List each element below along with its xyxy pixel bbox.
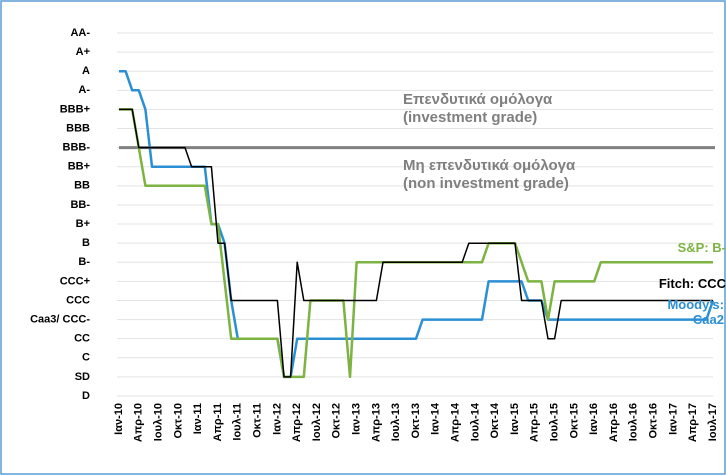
y-tick-label: BB+ — [68, 161, 90, 173]
x-tick-label: Οκτ-13 — [410, 403, 422, 439]
x-tick-label: Ιουλ-11 — [232, 403, 244, 441]
y-tick-label: BB- — [70, 199, 90, 211]
series-label: Moody's: Caa2 — [667, 297, 724, 327]
annotation: (investment grade) — [403, 109, 538, 126]
x-tick-label: Ιουλ-13 — [390, 403, 402, 441]
annotation: (non investment grade) — [403, 175, 569, 192]
y-tick-label: Caa3/ CCC- — [30, 313, 90, 325]
x-tick-label: Απρ-17 — [687, 403, 699, 442]
x-tick-label: Οκτ-10 — [172, 403, 184, 439]
x-tick-label: Απρ-12 — [291, 403, 303, 442]
x-tick-label: Ιαν-16 — [588, 403, 600, 435]
x-tick-label: Οκτ-12 — [331, 403, 343, 439]
y-tick-label: B — [82, 237, 90, 249]
x-tick-label: Απρ-11 — [212, 403, 224, 441]
x-tick-label: Ιουλ-15 — [549, 403, 561, 441]
x-tick-label: Απρ-14 — [450, 402, 462, 442]
x-tick-label: Ιαν-13 — [351, 403, 363, 435]
x-tick-label: Ιαν-17 — [667, 403, 679, 435]
y-tick-label: A- — [78, 84, 90, 96]
x-tick-label: Οκτ-14 — [489, 402, 501, 438]
x-tick-label: Ιουλ-14 — [469, 402, 481, 441]
y-tick-label: CCC — [66, 294, 90, 306]
y-tick-label: CC — [74, 333, 90, 345]
y-tick-label: A+ — [76, 46, 90, 58]
x-tick-label: Ιουλ-16 — [628, 403, 640, 441]
x-tick-label: Οκτ-11 — [252, 403, 264, 438]
x-tick-label: Ιουλ-17 — [707, 403, 719, 441]
x-tick-label: Απρ-13 — [370, 403, 382, 442]
y-tick-label: AA- — [70, 27, 90, 39]
annotation: Μη επενδυτικά ομόλογα — [403, 157, 576, 174]
y-tick-label: CCC+ — [60, 275, 90, 287]
x-tick-label: Ιαν-11 — [192, 403, 204, 434]
x-tick-label: Απρ-16 — [608, 403, 620, 442]
y-tick-label: BBB- — [63, 142, 91, 154]
y-tick-label: BBB — [66, 122, 90, 134]
series-label: Fitch: CCC — [658, 276, 726, 291]
series-label: S&P: B- — [677, 240, 726, 255]
y-tick-label: BBB+ — [60, 103, 90, 115]
x-tick-label: Οκτ-16 — [648, 403, 660, 439]
y-tick-label: BB — [74, 180, 90, 192]
x-tick-label: Ιαν-14 — [430, 402, 442, 435]
x-tick-label: Ιαν-12 — [271, 403, 283, 435]
x-tick-label: Απρ-10 — [133, 403, 145, 442]
y-tick-label: C — [82, 352, 90, 364]
annotation: Επενδυτικά ομόλογα — [403, 91, 553, 108]
x-tick-label: Απρ-15 — [529, 403, 541, 442]
x-tick-label: Οκτ-15 — [568, 403, 580, 439]
y-tick-label: A — [82, 65, 90, 77]
y-tick-label: B- — [78, 256, 90, 268]
x-tick-label: Ιουλ-10 — [153, 403, 165, 441]
x-tick-label: Ιαν-10 — [113, 403, 125, 435]
y-tick-label: B+ — [76, 218, 90, 230]
x-tick-label: Ιαν-15 — [509, 403, 521, 435]
y-tick-label: SD — [75, 371, 90, 383]
y-tick-label: D — [82, 390, 90, 402]
x-tick-label: Ιουλ-12 — [311, 403, 323, 441]
rating-line — [119, 108, 713, 378]
